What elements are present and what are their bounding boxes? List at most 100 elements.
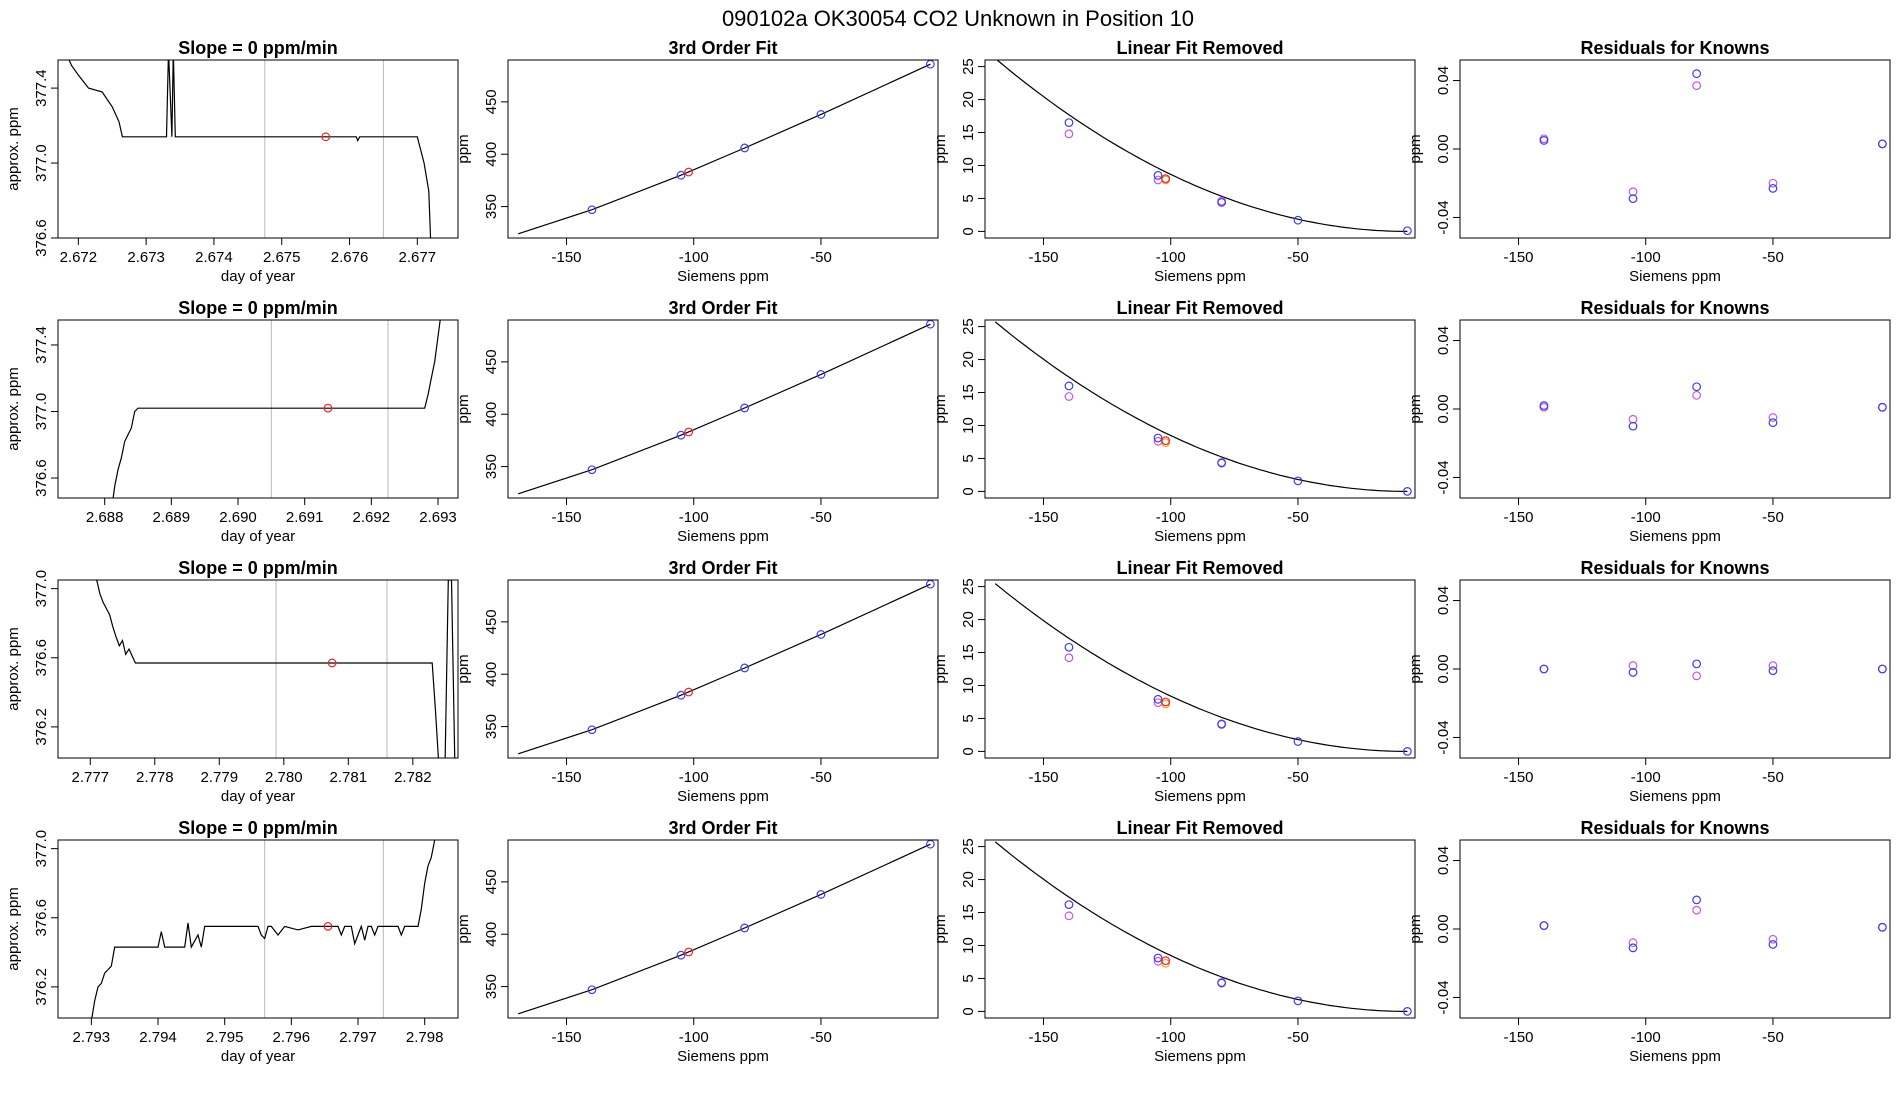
y-tick-label: -0.04 — [1435, 200, 1452, 234]
x-tick-label: -50 — [1287, 1029, 1309, 1046]
fit-curve — [994, 583, 1408, 752]
x-tick-label: -100 — [679, 769, 709, 786]
x-tick-label: -50 — [1762, 509, 1784, 526]
data-point — [1293, 996, 1303, 1006]
panel-r3c3: Linear Fit Removed -150 -100 -50 0 5 10 15 20 25 S… — [932, 558, 1416, 805]
panel-title: 3rd Order Fit — [668, 38, 777, 58]
y-axis-label: ppm — [932, 134, 949, 163]
data-point — [676, 430, 686, 440]
y-tick-label: 350 — [483, 714, 500, 739]
y-tick-label: 450 — [483, 869, 500, 894]
panel-r1c4: Residuals for Knowns -150 -100 -50 -0.04 0.00… — [1407, 38, 1891, 285]
x-tick-label: -50 — [1287, 249, 1309, 266]
panel-title: Slope = 0 ppm/min — [178, 298, 338, 318]
plot-frame — [507, 839, 939, 1019]
plot-frame — [984, 319, 1416, 499]
y-tick-label: 5 — [960, 974, 977, 982]
panel-r3c2: 3rd Order Fit -150 -100 -50 350 400 450 Siemens… — [455, 558, 939, 805]
y-tick-label: 377.0 — [33, 830, 50, 868]
plot-frame — [984, 59, 1416, 239]
data-point — [1402, 1007, 1412, 1016]
y-tick-label: 10 — [960, 157, 977, 174]
y-tick-label: 377.0 — [33, 393, 50, 431]
x-tick-label: -150 — [552, 769, 582, 786]
panel-title: Linear Fit Removed — [1116, 818, 1283, 838]
y-tick-label: 0.00 — [1435, 914, 1452, 943]
x-tick-label: 2.691 — [286, 509, 324, 526]
x-tick-label: 2.781 — [330, 769, 368, 786]
data-point — [676, 950, 686, 960]
data-point — [684, 167, 694, 177]
y-tick-label: 450 — [483, 609, 500, 634]
y-tick-label: 0.00 — [1435, 654, 1452, 683]
figure-title: 090102a OK30054 CO2 Unknown in Position … — [722, 6, 1194, 31]
panel-r2c1: Slope = 0 ppm/min 2.688 2.689 2.690 2.691 2.6… — [5, 298, 459, 545]
x-tick-label: 2.676 — [331, 249, 369, 266]
x-tick-label: -100 — [679, 509, 709, 526]
x-tick-label: 2.779 — [201, 769, 239, 786]
x-tick-label: 2.672 — [60, 249, 98, 266]
panel-title: Residuals for Knowns — [1580, 38, 1769, 58]
x-axis-label: day of year — [221, 528, 295, 545]
data-point — [1153, 694, 1163, 704]
y-tick-label: 25 — [960, 578, 977, 595]
x-tick-label: 2.689 — [153, 509, 191, 526]
panel-r4c1: Slope = 0 ppm/min 2.793 2.794 2.795 2.796 2.7… — [5, 818, 459, 1065]
y-tick-label: -0.04 — [1435, 720, 1452, 754]
fit-curve — [994, 321, 1408, 492]
co2-trace — [68, 60, 432, 238]
plot-frame — [507, 59, 939, 239]
y-axis-label: ppm — [1407, 394, 1424, 423]
y-tick-label: 25 — [960, 58, 977, 75]
plot-frame — [507, 579, 939, 759]
x-tick-label: -50 — [1287, 509, 1309, 526]
y-tick-label: 0.04 — [1435, 66, 1452, 95]
panel-r4c2: 3rd Order Fit -150 -100 -50 350 400 450 Siemens… — [455, 818, 939, 1065]
data-point — [1161, 697, 1171, 707]
x-tick-label: -50 — [1762, 249, 1784, 266]
x-tick-label: 2.677 — [399, 249, 437, 266]
data-point — [1064, 653, 1074, 663]
data-point — [1217, 978, 1227, 988]
y-tick-label: 5 — [960, 194, 977, 202]
panel-r2c4: Residuals for Knowns -150 -100 -50 -0.04 0.00… — [1407, 298, 1891, 545]
y-axis-label: ppm — [1407, 914, 1424, 943]
plot-frame — [57, 319, 459, 499]
data-point — [684, 687, 694, 697]
y-tick-label: 0.04 — [1435, 846, 1452, 875]
x-tick-label: 2.795 — [206, 1029, 244, 1046]
x-tick-label: 2.778 — [136, 769, 174, 786]
plot-frame — [57, 579, 459, 759]
y-tick-label: 20 — [960, 91, 977, 108]
y-tick-label: 15 — [960, 644, 977, 661]
data-point — [1768, 418, 1778, 428]
x-axis-label: day of year — [221, 788, 295, 805]
plot-frame — [1459, 59, 1891, 239]
data-point — [587, 725, 597, 735]
data-point — [1402, 226, 1412, 236]
x-tick-label: -50 — [1287, 769, 1309, 786]
panel-title: Residuals for Knowns — [1580, 818, 1769, 838]
y-tick-label: 5 — [960, 454, 977, 462]
y-tick-label: 15 — [960, 904, 977, 921]
y-tick-label: 0.00 — [1435, 394, 1452, 423]
plot-frame — [57, 59, 459, 239]
x-axis-label: day of year — [221, 268, 295, 285]
data-point — [1628, 943, 1638, 953]
data-point — [1293, 737, 1303, 746]
y-tick-label: 376.6 — [33, 899, 50, 937]
x-axis-label: Siemens ppm — [1154, 528, 1246, 545]
y-tick-label: 400 — [483, 142, 500, 167]
panel-title: Linear Fit Removed — [1116, 558, 1283, 578]
x-axis-label: Siemens ppm — [1629, 788, 1721, 805]
data-point — [740, 143, 750, 153]
x-tick-label: -150 — [1029, 249, 1059, 266]
x-tick-label: -100 — [1156, 1029, 1186, 1046]
y-axis-label: ppm — [1407, 134, 1424, 163]
data-point — [1628, 668, 1638, 677]
x-tick-label: -150 — [552, 509, 582, 526]
y-axis-label: approx. ppm — [5, 887, 22, 970]
panel-title: Slope = 0 ppm/min — [178, 38, 338, 58]
data-point — [587, 985, 597, 995]
y-tick-label: 20 — [960, 871, 977, 888]
